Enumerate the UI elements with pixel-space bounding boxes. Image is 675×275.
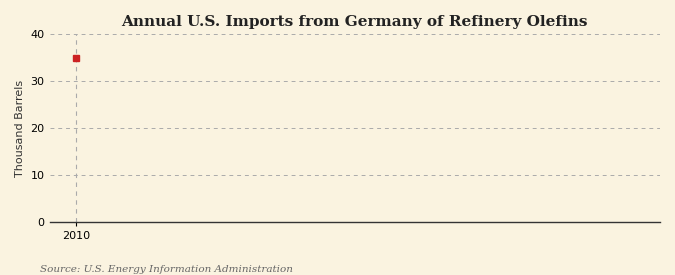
Title: Annual U.S. Imports from Germany of Refinery Olefins: Annual U.S. Imports from Germany of Refi… (122, 15, 588, 29)
Text: Source: U.S. Energy Information Administration: Source: U.S. Energy Information Administ… (40, 265, 294, 274)
Y-axis label: Thousand Barrels: Thousand Barrels (15, 79, 25, 177)
